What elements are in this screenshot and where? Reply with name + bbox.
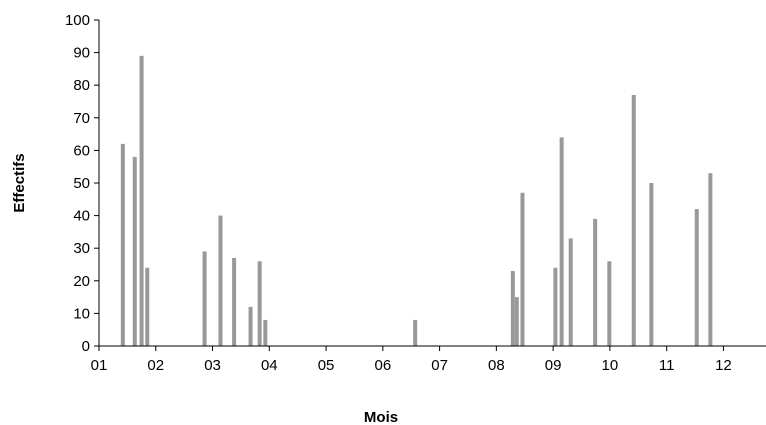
x-tick-label: 03	[204, 357, 221, 374]
bar	[514, 297, 519, 346]
bar	[413, 319, 418, 346]
y-tick-label: 90	[73, 45, 90, 62]
bar	[248, 306, 253, 346]
x-tick-label: 02	[147, 357, 164, 374]
x-tick-label: 04	[261, 357, 278, 374]
bar	[694, 209, 699, 346]
bar	[132, 156, 137, 346]
bar	[202, 251, 207, 346]
x-tick-label: 01	[91, 357, 108, 374]
y-tick-label: 50	[73, 175, 90, 192]
bar	[553, 267, 558, 346]
bar	[593, 218, 598, 346]
y-ticks-group: 0 10 20 30 40 50 60 70 80 90 100	[65, 12, 99, 355]
y-tick-label: 60	[73, 142, 90, 159]
bar	[510, 271, 515, 346]
bar	[607, 261, 612, 346]
bar	[257, 261, 262, 346]
y-axis-title: Effectifs	[11, 153, 28, 212]
x-ticks-group: 01 02 03 04 05 06 07 08 09 10 11 12	[91, 346, 732, 374]
bar	[232, 257, 237, 346]
bar	[559, 137, 564, 346]
x-tick-label: 12	[715, 357, 732, 374]
y-tick-label: 100	[65, 12, 90, 29]
bar	[649, 183, 654, 346]
x-tick-label: 11	[659, 357, 675, 374]
bar	[218, 215, 223, 346]
x-tick-label: 06	[374, 357, 391, 374]
y-tick-label: 20	[73, 273, 90, 290]
bar	[708, 173, 713, 346]
x-tick-label: 08	[488, 357, 505, 374]
y-tick-label: 80	[73, 77, 90, 94]
x-tick-label: 10	[602, 357, 619, 374]
x-tick-label: 05	[318, 357, 335, 374]
x-tick-label: 09	[545, 357, 562, 374]
y-tick-label: 10	[73, 305, 90, 322]
bars-group	[120, 55, 713, 347]
bar	[631, 94, 636, 346]
y-tick-label: 30	[73, 240, 90, 257]
bar	[568, 238, 573, 346]
bar	[139, 55, 144, 347]
bar	[145, 267, 150, 346]
bar	[120, 143, 125, 346]
y-tick-label: 40	[73, 208, 90, 225]
bar	[263, 319, 268, 346]
y-tick-label: 70	[73, 110, 90, 127]
x-tick-label: 07	[431, 357, 448, 374]
x-axis-title: Mois	[364, 409, 398, 425]
y-tick-label: 0	[82, 338, 90, 355]
bar	[520, 192, 525, 346]
